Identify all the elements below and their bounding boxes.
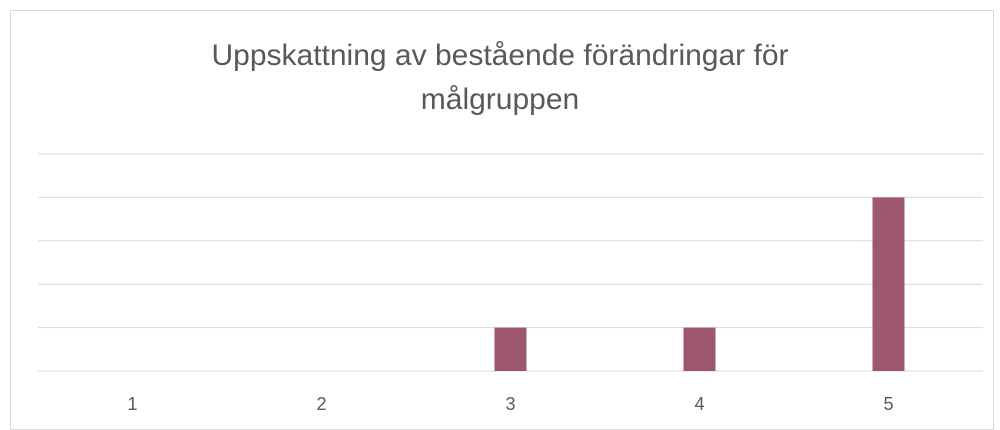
x-tick-label: 3 xyxy=(505,394,515,414)
bar xyxy=(494,327,527,371)
bar xyxy=(683,327,716,371)
x-tick-label: 5 xyxy=(883,394,893,414)
chart-title: Uppskattning av bestående förändringar f… xyxy=(211,39,789,116)
bar xyxy=(872,197,905,371)
x-tick-label: 2 xyxy=(316,394,326,414)
x-tick-label: 1 xyxy=(127,394,137,414)
x-tick-label: 4 xyxy=(694,394,704,414)
